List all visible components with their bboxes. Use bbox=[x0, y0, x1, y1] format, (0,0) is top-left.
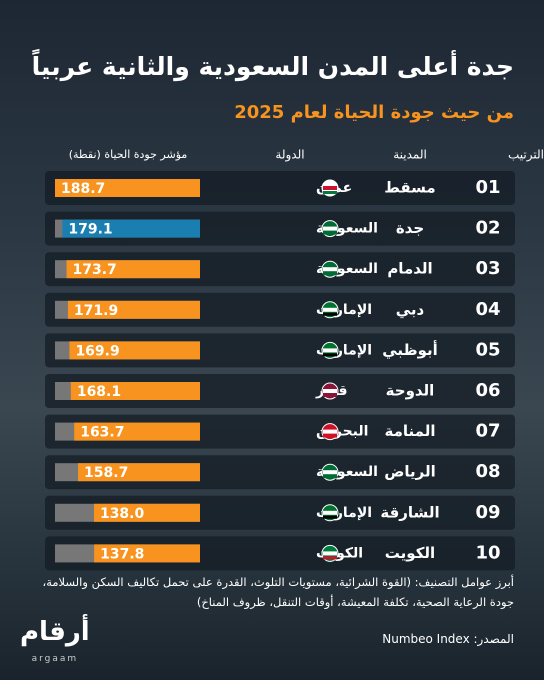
logo: أرقام argaam bbox=[20, 618, 90, 665]
value-label: 138.0 bbox=[100, 506, 145, 522]
city: المنامة bbox=[385, 422, 436, 440]
city: الدمام bbox=[387, 260, 432, 278]
value-label: 169.9 bbox=[75, 343, 119, 359]
value-label: 171.9 bbox=[74, 303, 118, 319]
flag-stripe bbox=[323, 470, 337, 475]
value-label: 168.1 bbox=[77, 384, 121, 400]
bar bbox=[78, 463, 200, 482]
rank: 03 bbox=[475, 258, 500, 279]
flag-stripe bbox=[323, 226, 337, 231]
rank: 06 bbox=[475, 380, 500, 401]
flag-stripe bbox=[323, 231, 337, 235]
value-label: 188.7 bbox=[61, 181, 105, 197]
flag-stripe bbox=[323, 353, 337, 357]
city: أبوظبي bbox=[382, 340, 438, 359]
header-rank: الترتيب bbox=[508, 148, 544, 163]
value-label: 137.8 bbox=[100, 546, 144, 562]
city: مسقط bbox=[384, 179, 435, 197]
flag-stripe bbox=[323, 191, 337, 194]
city: دبي bbox=[396, 300, 425, 318]
header-country: الدولة bbox=[275, 148, 304, 163]
flag-stripe bbox=[323, 272, 337, 276]
rank: 09 bbox=[475, 502, 500, 523]
city: الرياض bbox=[384, 463, 436, 481]
source: المصدر: Numbeo Index bbox=[382, 632, 514, 646]
bar bbox=[62, 219, 201, 238]
rank: 05 bbox=[475, 339, 500, 360]
flag-stripe bbox=[323, 389, 337, 393]
city: الدوحة bbox=[386, 382, 435, 400]
rank: 04 bbox=[475, 299, 500, 320]
flag-stripe bbox=[323, 267, 337, 272]
value-label: 173.7 bbox=[73, 262, 117, 278]
rank: 02 bbox=[475, 218, 500, 239]
bar bbox=[67, 300, 200, 319]
bar bbox=[94, 544, 200, 563]
flag-stripe bbox=[323, 510, 337, 515]
header-city: المدينة bbox=[393, 148, 427, 162]
title: جدة أعلى المدن السعودية والثانية عربياً bbox=[31, 52, 514, 81]
bar bbox=[69, 341, 200, 360]
value-label: 158.7 bbox=[84, 465, 128, 481]
flag-stripe bbox=[323, 475, 337, 479]
flag-stripe bbox=[323, 551, 337, 556]
rank: 08 bbox=[475, 461, 500, 482]
rank: 01 bbox=[475, 177, 500, 198]
header-value: مؤشر جودة الحياة (نقطة) bbox=[69, 148, 188, 161]
flag-stripe bbox=[323, 348, 337, 353]
subtitle: من حيث جودة الحياة لعام 2025 bbox=[234, 102, 514, 123]
flag-stripe bbox=[323, 307, 337, 312]
note: أبرز عوامل التصنيف: (القوة الشرائية، مست… bbox=[42, 575, 515, 609]
city: الشارقة bbox=[380, 503, 439, 521]
value-label: 179.1 bbox=[68, 222, 112, 238]
flag-stripe bbox=[323, 312, 337, 316]
bar bbox=[93, 503, 200, 522]
flag-stripe bbox=[323, 556, 337, 560]
flag-stripe bbox=[323, 186, 337, 190]
flag-stripe bbox=[323, 515, 337, 519]
flag-stripe bbox=[323, 394, 337, 397]
flag-stripe bbox=[323, 429, 337, 434]
flag-stripe bbox=[323, 434, 337, 438]
rank: 10 bbox=[475, 542, 500, 563]
value-label: 163.7 bbox=[80, 425, 124, 441]
logo-arabic: أرقام bbox=[20, 617, 90, 647]
bar bbox=[66, 260, 200, 279]
bar bbox=[55, 179, 200, 197]
bar bbox=[74, 422, 200, 441]
bar bbox=[70, 382, 200, 400]
city: الكويت bbox=[385, 544, 435, 562]
rank: 07 bbox=[475, 421, 500, 442]
city: جدة bbox=[396, 219, 424, 237]
logo-latin: argaam bbox=[31, 654, 79, 664]
